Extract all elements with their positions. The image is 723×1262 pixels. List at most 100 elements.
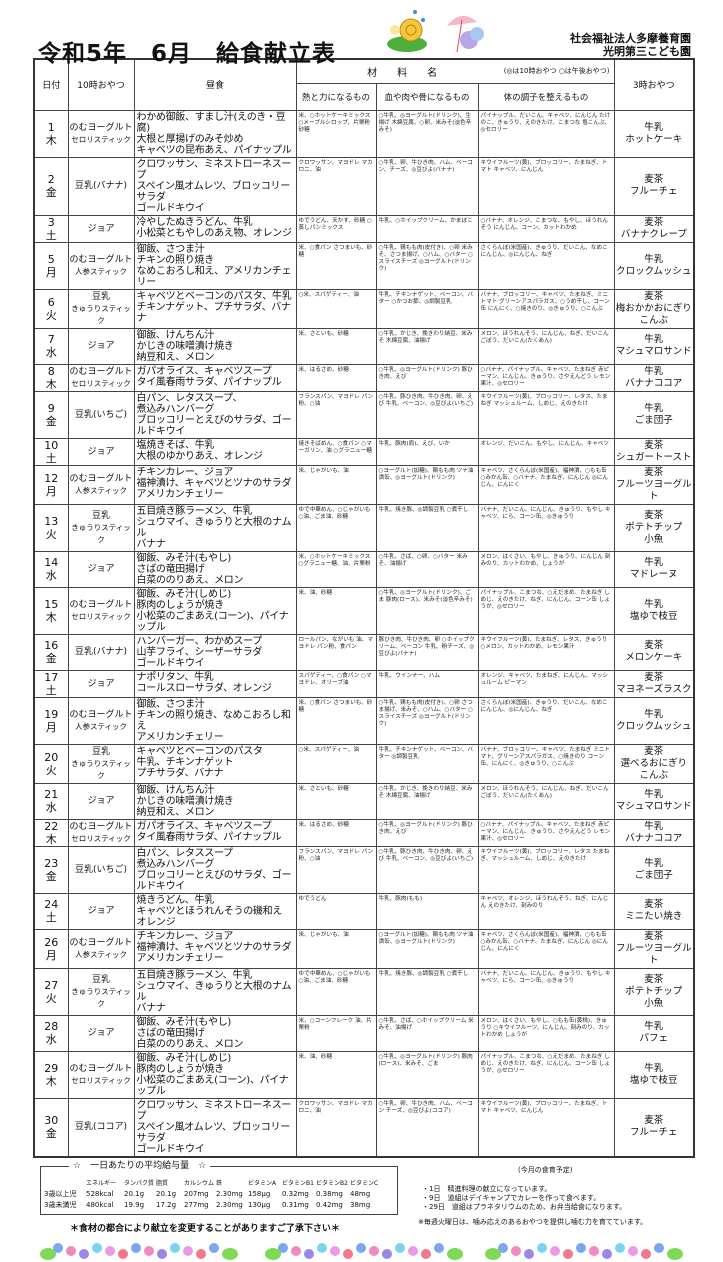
pm-snack-item: ホットケーキ	[625, 133, 683, 145]
weekday: 水	[45, 1033, 57, 1046]
pm-snack-item: 塩ゆで枝豆	[630, 610, 678, 622]
nutrition-box: ☆ 一日あたりの平均給与量 ☆ エネルギー タンパク質 脂質 カルシウム鉄 ビタミンA ビ…	[40, 1160, 398, 1215]
day-number: 30	[44, 1114, 59, 1127]
lunch-item: 五目焼き豚ラーメン、牛乳	[136, 969, 253, 981]
am-snack-cell: 豆乳 きゅうりスティック	[67, 288, 135, 329]
hydrangea-flower	[654, 1242, 664, 1253]
nutrition-value: 2.30mg	[216, 1189, 243, 1198]
lunch-cell: 冷やしたぬきうどん、牛乳 小松菜ともやしのあえ物、オレンジ	[133, 214, 297, 243]
lunch-cell: キャベツとベーコンのパスタ 牛乳、チキンナゲット プチサラダ、バナナ	[133, 743, 297, 784]
leaf	[667, 1247, 683, 1260]
pm-snack-item: 牛乳	[644, 121, 664, 133]
header-ingredients: 材 料 名 (◎は10時おやつ ○は午後おやつ)	[295, 58, 615, 84]
regulating-foods-cell: キャベツ、さくらんぼ(米国産)、福神漬、○もも缶 ○みかん缶、○バナナ、たまねぎ…	[477, 464, 615, 505]
am-snack-item: 人参スティック	[74, 485, 128, 495]
day-number: 13	[44, 514, 59, 528]
pm-snack-item: 牛乳	[644, 402, 664, 414]
plan-title: (今月の食育予定)	[518, 1165, 573, 1174]
menu-row: 28 水ジョア 御飯、みそ汁(もやし) さばの竜田揚げ 白菜ののりあえ、メロン 米、○コー…	[33, 1014, 695, 1052]
pm-snack-cell: 麦茶 ポテトチップ 小魚	[613, 967, 695, 1016]
date-cell: 15 木	[33, 586, 69, 635]
energy-foods-cell: スパゲティー、○食パン ○マヨドレ、オリーブ油	[295, 669, 377, 698]
pm-snack-item: 麦茶	[644, 899, 664, 910]
pm-snack-item: バナナココア	[625, 832, 683, 844]
energy-foods-cell: ロールパン、ながいも 油、マヨドレ パン粉、食パン	[295, 633, 377, 671]
nutrition-column-header	[44, 1179, 84, 1188]
lunch-item: 小松菜のごまあえ(コーン)、パイナップル	[136, 1074, 289, 1097]
header-lunch: 昼食	[133, 58, 297, 111]
nutrition-column-header: 脂質	[156, 1179, 169, 1187]
lunch-item: 白パン、レタススープ、	[136, 392, 243, 404]
weekday: 土	[45, 451, 57, 465]
lunch-item: スペイン風オムレツ、ブロッコリーサラダ	[136, 180, 291, 203]
lunch-cell: 御飯、みそ汁(しめじ) 豚肉のしょうが焼き 小松菜のごまあえ(コーン)、パイナップル	[133, 586, 297, 635]
hydrangea-flower	[304, 1248, 314, 1259]
menu-row: 26 月のむヨーグルト 人参スティック チキンカレー、ジョア 福神漬け、キャベツとツナの…	[33, 928, 695, 969]
energy-foods-cell: ○米、スパゲティー、油	[295, 743, 377, 784]
change-notice: ＊食材の都合により献立を変更することがありますご了承下さい＊	[70, 1223, 340, 1234]
pm-snack-cell: 牛乳 塩ゆで枝豆	[613, 586, 695, 635]
am-snack-cell: ジョア	[67, 669, 135, 698]
pm-snack-item: 麦茶	[644, 509, 664, 521]
day-number: 8	[47, 364, 55, 378]
lunch-item: バナナ	[136, 1002, 166, 1014]
am-snack-cell: 豆乳(いちご)	[67, 390, 135, 439]
energy-foods-cell: ゆでうどん、天かす、砂糖 ○蒸しパンミックス	[295, 214, 377, 243]
pm-snack-item: 麦茶	[644, 290, 664, 302]
leaf	[40, 1247, 56, 1260]
nutrition-value: 0.42mg	[316, 1200, 343, 1209]
date-cell: 23 金	[33, 845, 69, 894]
regulating-foods-cell: キウイフルーツ(黄)、ブロッコリー、たまねぎ、トマト キャベツ、にんじん	[477, 156, 615, 216]
pm-snack-item: ごま団子	[634, 869, 673, 881]
nutrition-value: 20.1g	[156, 1189, 177, 1198]
regulating-foods-cell: バナナ、だいこん、にんじん、きゅうり、もやし キャベツ、にら、コーン缶、◎きゅう…	[477, 503, 615, 552]
weekday: 木	[45, 1074, 57, 1088]
hydrangea-flower	[79, 1248, 89, 1259]
am-snack-item: ジョア	[87, 564, 115, 574]
lunch-cell: 五目焼き豚ラーメン、牛乳 シュウマイ、きゅうりと大根のナムル バナナ	[133, 967, 297, 1016]
regulating-foods-cell: バナナ、だいこん、にんじん、きゅうり、もやし キャベツ、にら、コーン缶、◎きゅう…	[477, 967, 615, 1016]
lunch-item: 大根と厚揚げのみそ炒め	[136, 133, 244, 145]
am-snack-item: セロリスティック	[71, 833, 131, 843]
energy-foods-cell: 米、油、砂糖	[295, 1050, 377, 1099]
am-snack-item: 豆乳	[91, 291, 110, 302]
date-cell: 29 木	[33, 1050, 69, 1099]
hydrangea-flower	[395, 1242, 405, 1253]
body-building-foods-cell: 牛乳、焼き豚、◎調製豆乳 ○煮干し	[375, 503, 479, 552]
menu-row: 21 水ジョア 御飯、けんちん汁 かじきの味噌漬け焼き 納豆和え、メロン 米、さといも、砂…	[33, 782, 695, 820]
lunch-item: 豚肉のしょうが焼き	[136, 599, 225, 611]
pm-snack-item: クロックムッシュ	[616, 265, 692, 277]
pm-snack-item: ポテトチップ	[625, 985, 683, 997]
day-number: 15	[44, 597, 59, 611]
energy-foods-cell: 米、○食パン さつまいも、砂糖	[295, 696, 377, 745]
lunch-item: アメリカンチェリー	[136, 952, 224, 964]
nutrition-value: 38mg	[350, 1200, 371, 1209]
regulating-foods-cell: ○バナナ、パイナップル、キャベツ、たまねぎ 赤ピーマン、にんじん、きゅうり、さや…	[477, 818, 615, 847]
weekday: 木	[45, 610, 57, 624]
nutrition-column-header: ビタミンB1	[282, 1179, 314, 1187]
regulating-foods-cell: オレンジ、だいこん、もやし、にんじん、キャベツ	[477, 437, 615, 466]
am-snack-item: のむヨーグルト	[69, 821, 133, 832]
date-cell: 17 土	[33, 669, 69, 698]
lunch-item: なめこおろし和え、アメリカンチェリー	[136, 265, 292, 288]
page-title: 令和5年 6月 給食献立表	[38, 41, 337, 67]
menu-row: 10 土ジョア 塩焼きそば、牛乳 大根のゆかりあえ、オレンジ 焼きそばめん、○食パン ○…	[33, 437, 695, 466]
energy-foods-cell: ゆで中華めん、○じゃがいも ○油、ごま油、砂糖	[295, 967, 377, 1016]
am-snack-item: きゅうりスティック	[71, 986, 131, 1008]
nutrition-value: 48mg	[350, 1189, 371, 1198]
nutrition-value: 19.9g	[124, 1200, 145, 1209]
lunch-item: クロワッサン、ミネストローネスープ	[136, 1099, 292, 1122]
am-snack-cell: のむヨーグルト セロリスティック	[67, 586, 135, 635]
energy-foods-cell: 米、じゃがいも、油	[295, 464, 377, 505]
lunch-item: チキンの照り焼き	[136, 254, 215, 266]
hydrangea-border-decoration	[40, 1242, 683, 1260]
weekday: 土	[45, 228, 57, 242]
am-snack-item: ジョア	[87, 341, 115, 351]
lunch-item: 納豆和え、メロン	[136, 806, 215, 818]
hydrangea-flower	[317, 1242, 327, 1253]
header-energy-foods: 熱と力になるもの	[295, 82, 377, 111]
weekday: 火	[45, 763, 57, 777]
body-building-foods-cell: ○牛乳、◎ヨーグルト(ドリンク) 豚ひき肉、えび	[375, 363, 479, 392]
